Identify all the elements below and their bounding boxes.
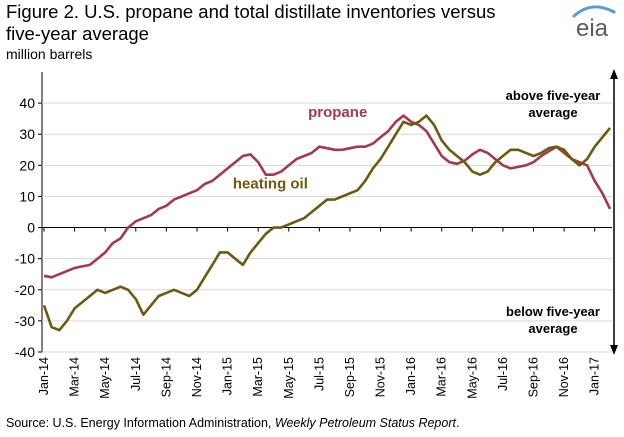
- x-tick-label: Jan-17: [588, 357, 602, 395]
- x-tick-label: Jan-14: [37, 357, 51, 395]
- y-tick-label: 10: [19, 188, 35, 204]
- series-label-heating-oil: heating oil: [233, 176, 308, 193]
- series-label-propane: propane: [308, 104, 367, 121]
- y-tick-label: 30: [19, 126, 35, 142]
- x-tick-label: May-14: [98, 357, 112, 399]
- x-tick-label: Sep-14: [159, 357, 173, 397]
- y-tick-label: 20: [19, 157, 35, 173]
- source-prefix: Source: U.S. Energy Information Administ…: [6, 416, 275, 430]
- x-tick-label: Jul-15: [312, 357, 326, 391]
- x-tick-label: May-16: [465, 357, 479, 399]
- annotation-arrow-up: [610, 69, 618, 79]
- x-tick-label: Nov-14: [190, 357, 204, 397]
- x-tick-label: May-15: [282, 357, 296, 399]
- annotation-above-average: above five-year: [506, 88, 601, 103]
- x-tick-label: Nov-15: [374, 357, 388, 397]
- x-tick-label: Mar-15: [251, 357, 265, 397]
- x-tick-label: Jan-16: [404, 357, 418, 395]
- x-tick-label: Mar-14: [68, 357, 82, 397]
- x-tick-label: Jan-15: [221, 357, 235, 395]
- x-tick-label: Nov-16: [557, 357, 571, 397]
- annotation-below-average: below five-year: [506, 304, 600, 319]
- x-tick-label: Sep-15: [343, 357, 357, 397]
- source-note: Source: U.S. Energy Information Administ…: [6, 416, 459, 430]
- annotation-above-average: average: [528, 105, 577, 120]
- y-tick-label: -20: [15, 282, 35, 298]
- annotation-below-average: average: [528, 321, 577, 336]
- x-tick-label: Jul-16: [496, 357, 510, 391]
- x-tick-label: Sep-16: [527, 357, 541, 397]
- y-tick-label: 40: [19, 95, 35, 111]
- annotation-arrow-down: [610, 345, 618, 355]
- y-tick-label: -10: [15, 251, 35, 267]
- x-tick-label: Mar-16: [435, 357, 449, 397]
- y-tick-label: 0: [27, 220, 35, 236]
- source-suffix: .: [456, 416, 459, 430]
- source-publication: Weekly Petroleum Status Report: [275, 416, 456, 430]
- y-tick-label: -40: [15, 344, 35, 360]
- y-tick-label: -30: [15, 313, 35, 329]
- x-tick-label: Jul-14: [129, 357, 143, 391]
